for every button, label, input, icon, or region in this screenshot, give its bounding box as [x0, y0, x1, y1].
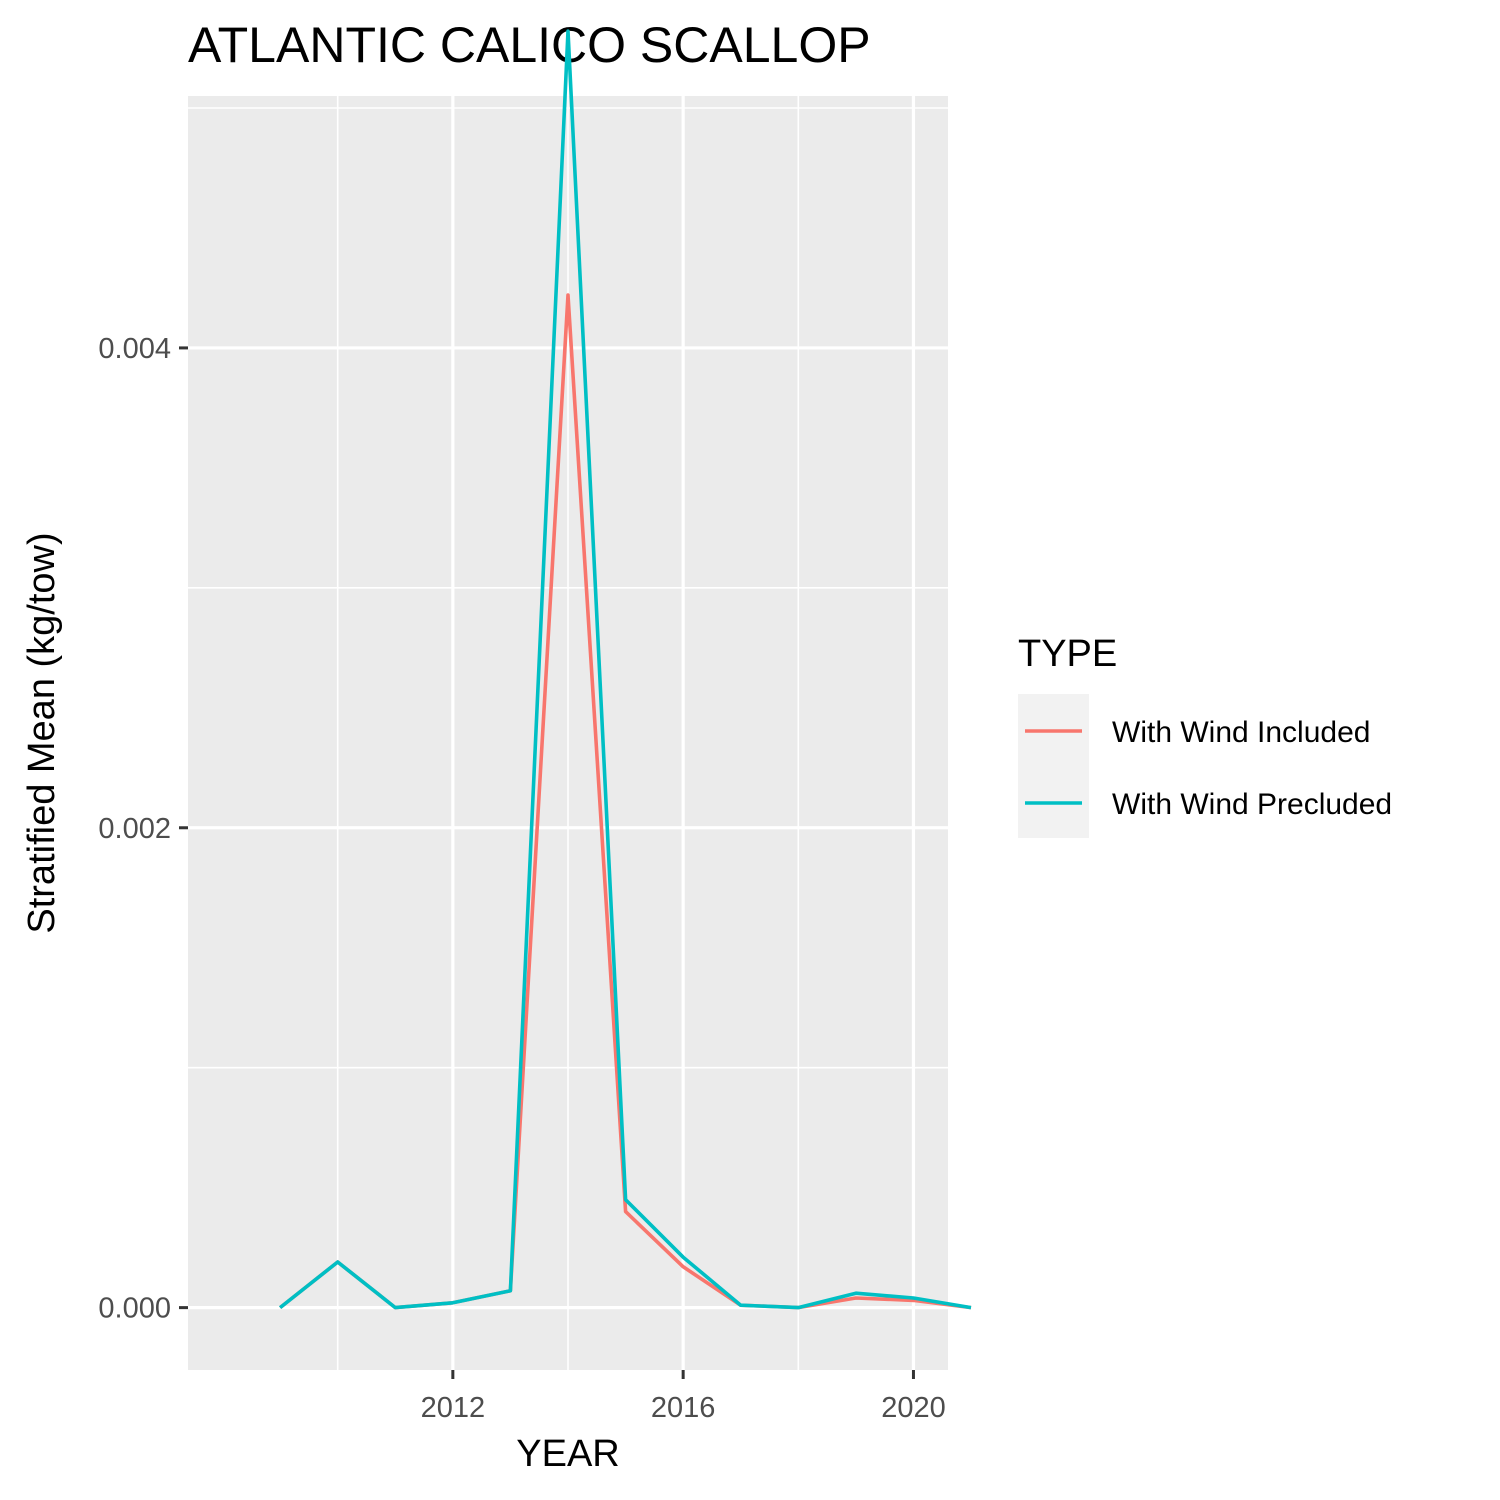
y-tick-label: 0.000: [98, 1293, 171, 1325]
y-axis: 0.000 0.002 0.004: [98, 333, 188, 1325]
legend-label-1: With Wind Included: [1112, 716, 1370, 749]
legend-key-background: [1018, 694, 1089, 838]
y-tick-label: 0.002: [98, 813, 171, 845]
grid-major: [188, 96, 948, 1370]
y-axis-title: Stratified Mean (kg/tow): [21, 532, 63, 933]
x-axis: 2012 2016 2020: [421, 1370, 946, 1424]
x-tick-label: 2016: [651, 1392, 716, 1424]
legend-label-2: With Wind Precluded: [1112, 788, 1392, 821]
x-axis-title: YEAR: [516, 1433, 619, 1475]
legend: TYPE With Wind Included With Wind Preclud…: [1018, 633, 1392, 838]
y-tick-label: 0.004: [98, 333, 171, 365]
grid-minor: [188, 96, 948, 1370]
legend-title: TYPE: [1018, 633, 1117, 675]
series-lines: [278, 29, 972, 1310]
chart-title: ATLANTIC CALICO SCALLOP: [188, 17, 871, 73]
x-tick-label: 2012: [421, 1392, 486, 1424]
series-line-2: [278, 29, 972, 1310]
x-tick-label: 2020: [881, 1392, 946, 1424]
